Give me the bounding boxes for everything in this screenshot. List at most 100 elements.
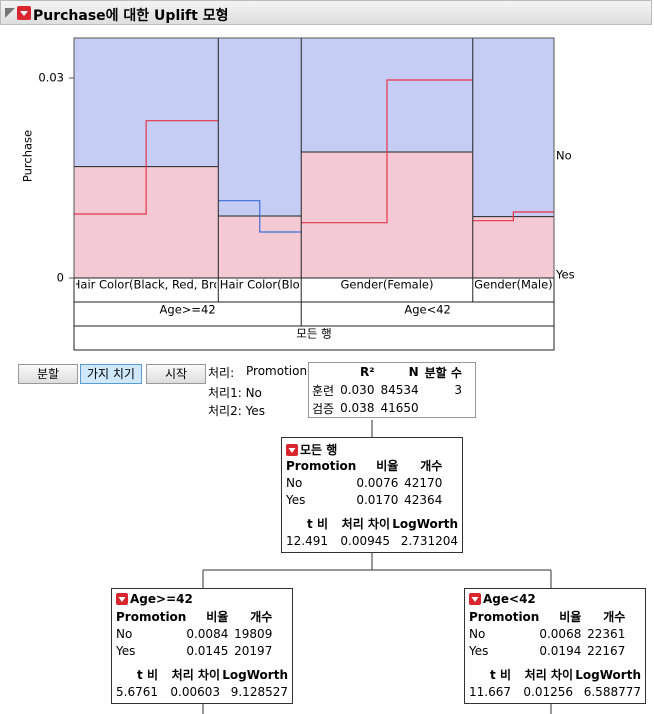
cell: 42170 <box>404 475 443 490</box>
button[interactable]: 가지 치기 <box>80 364 142 384</box>
column-header: 비율 <box>376 459 399 473</box>
header-row: t 비 처리 차이 LogWorth <box>116 666 288 683</box>
red-triangle-menu[interactable] <box>469 593 481 605</box>
column-header: 처리 차이 <box>524 668 573 682</box>
cell: 0.0084 <box>186 626 229 641</box>
node-table: t 비 처리 차이 LogWorth 5.6761 0.00603 9.128527 <box>116 666 288 700</box>
node-title: Age>=42 <box>116 592 193 606</box>
cell: 84534 <box>380 383 419 397</box>
column-header: 개수 <box>420 459 443 473</box>
segment-label: Hair Color(Black, Red, Bro <box>72 278 221 292</box>
column-header: 비율 <box>206 610 229 624</box>
node-table: t 비 처리 차이 LogWorth 11.667 0.01256 6.588777 <box>469 666 641 700</box>
group-label: Age>=42 <box>160 303 216 317</box>
cell: Yes <box>286 492 306 507</box>
column-header: t 비 <box>307 517 328 531</box>
treatment-label: Promotion <box>246 364 308 378</box>
cell: 42364 <box>404 492 443 507</box>
title-bar: Purchase에 대한 Uplift 모형 <box>0 0 652 25</box>
node-title: Age<42 <box>469 592 536 606</box>
node-title-text: Age>=42 <box>130 592 193 606</box>
cell: No <box>469 626 486 641</box>
group-label: Age<42 <box>404 303 451 317</box>
segment-label: Hair Color(Blo <box>220 278 300 292</box>
tree-node: 모든 행 Promotion 비율 개수 No 0.0076 42170 Yes 0.0170 4… <box>281 437 463 553</box>
cell: 41650 <box>380 401 419 415</box>
segment-label: Gender(Female) <box>341 278 434 292</box>
row: 11.667 0.01256 6.588777 <box>469 683 641 700</box>
cell: 19809 <box>234 626 273 641</box>
row: 12.491 0.00945 2.731204 <box>286 532 458 549</box>
cell: Yes <box>469 643 489 658</box>
column-header: Promotion <box>286 458 357 473</box>
row: No 0.0084 19809 <box>116 625 272 642</box>
cell: 11.667 <box>469 684 511 699</box>
column-header: Promotion <box>116 609 187 624</box>
node-table: Promotion 비율 개수 No 0.0068 22361 Yes 0.0194 22167 <box>469 608 625 659</box>
cell: 5.6761 <box>116 684 158 699</box>
row: Yes 0.0145 20197 <box>116 642 272 659</box>
treatment-label: 처리2: Yes <box>208 404 265 418</box>
response-label: No <box>556 149 572 163</box>
cell: 9.128527 <box>230 684 288 699</box>
button[interactable]: 분할 <box>18 364 78 384</box>
row: Yes 0.0170 42364 <box>286 491 442 508</box>
y-axis-label: Purchase <box>21 130 35 182</box>
cell: 0.00945 <box>340 533 390 548</box>
cell: 0.0170 <box>356 492 399 507</box>
outline-toggle[interactable] <box>4 7 16 19</box>
title: Purchase에 대한 Uplift 모형 <box>33 8 229 24</box>
tree-node: Age>=42 Promotion 비율 개수 No 0.0084 19809 Yes 0.01… <box>111 588 293 704</box>
segment-label: Gender(Male) <box>474 278 553 292</box>
column-header: 처리 차이 <box>171 668 220 682</box>
y-tick-label: 0 <box>57 271 64 285</box>
row: 5.6761 0.00603 9.128527 <box>116 683 288 700</box>
column-header: LogWorth <box>222 667 288 682</box>
label-row <box>73 325 555 351</box>
cell: Yes <box>116 643 136 658</box>
cell: 0.0145 <box>186 643 229 658</box>
column-header: 처리 차이 <box>341 517 390 531</box>
button[interactable]: 시작 <box>146 364 206 384</box>
cell: 0.038 <box>340 401 375 415</box>
uplift-step <box>218 200 302 233</box>
column-header: Promotion <box>469 609 540 624</box>
node-title: 모든 행 <box>286 441 337 458</box>
cell: No <box>116 626 133 641</box>
response-label: Yes <box>555 268 575 282</box>
root-label: 모든 행 <box>296 327 331 341</box>
uplift-step <box>301 79 473 224</box>
header-row: Promotion 비율 개수 <box>116 608 272 625</box>
cell: 0.00603 <box>170 684 220 699</box>
cell <box>309 363 337 381</box>
uplift-step <box>74 120 219 215</box>
cell: 6.588777 <box>583 684 641 699</box>
cell: 22167 <box>587 643 626 658</box>
row: No 0.0068 22361 <box>469 625 625 642</box>
row: No 0.0076 42170 <box>286 474 442 491</box>
header-row: Promotion 비율 개수 <box>286 457 442 474</box>
row: 훈련 0.030 84534 3 <box>309 381 465 399</box>
segment-rate <box>472 216 554 278</box>
cell: No <box>286 475 303 490</box>
cell: 검증 <box>312 401 335 416</box>
red-triangle-menu[interactable] <box>286 443 298 456</box>
cell: 0.0076 <box>356 475 399 490</box>
row: 검증 0.038 41650 <box>309 399 465 417</box>
cell: 22361 <box>587 626 626 641</box>
column-header: LogWorth <box>575 667 641 682</box>
header-row: t 비 처리 차이 LogWorth <box>286 515 458 532</box>
column-header: R² <box>359 365 375 379</box>
column-header: N <box>408 365 419 379</box>
cell: 20197 <box>234 643 273 658</box>
header-row: R² N 분할 수 <box>309 363 465 381</box>
row: Yes 0.0194 22167 <box>469 642 625 659</box>
cell: 0.0194 <box>539 643 582 658</box>
red-triangle-menu[interactable] <box>116 593 128 605</box>
node-table: t 비 처리 차이 LogWorth 12.491 0.00945 2.731204 <box>286 515 458 549</box>
red-triangle-menu[interactable] <box>17 6 31 20</box>
cell: 0.0068 <box>539 626 582 641</box>
cell: 0.030 <box>340 383 375 397</box>
label-row <box>73 301 555 327</box>
